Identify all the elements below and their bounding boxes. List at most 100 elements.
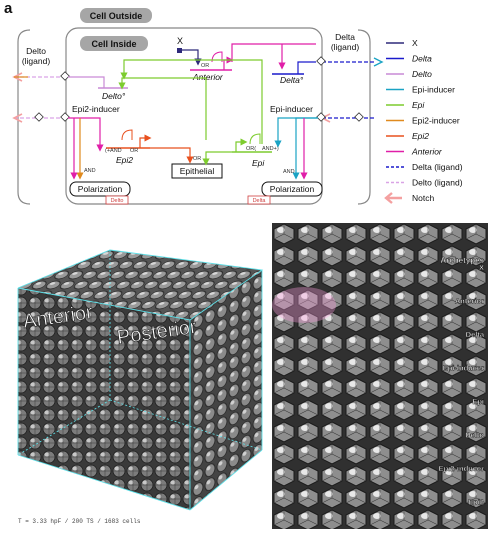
epithelial-label: Epithelial bbox=[180, 166, 215, 176]
legend-item: Delto bbox=[386, 69, 432, 79]
legend-item: Delta bbox=[386, 54, 432, 64]
polarization-left-and: AND bbox=[84, 168, 96, 174]
delto-tag-box bbox=[105, 195, 129, 205]
gene-network-diagram: Cell Outside Cell Inside Delto (ligand) … bbox=[12, 8, 463, 205]
polarization-right-and: AND bbox=[283, 169, 295, 175]
delta-ligand-label-2: (ligand) bbox=[331, 42, 360, 52]
delta-promoter-arrow bbox=[297, 61, 316, 74]
legend-item: Epi bbox=[386, 100, 425, 110]
epi2-label: Epi2 bbox=[116, 155, 133, 165]
x-node bbox=[177, 48, 182, 53]
legend-label: Delto (ligand) bbox=[412, 178, 463, 188]
membrane-receptor-right-top bbox=[316, 56, 326, 66]
archetype-row-label: Delta bbox=[466, 330, 485, 339]
legend: X Delta Delto Epi-inducer Epi Epi2-inducer Epi… bbox=[384, 38, 463, 204]
epi2-inducer-to-epi2-edge bbox=[68, 117, 104, 152]
epi-or-gate: OR( bbox=[246, 146, 256, 152]
x-to-anterior-edge bbox=[182, 49, 202, 66]
legend-label: Epi-inducer bbox=[412, 85, 455, 95]
archetype-row-label: Epi bbox=[472, 397, 484, 406]
anterior-output-edge bbox=[231, 43, 316, 62]
cell-inside-pill bbox=[80, 36, 148, 51]
cube-side-face bbox=[190, 270, 262, 510]
delto-tag-label: Delto bbox=[111, 198, 124, 204]
legend-label: Epi2 bbox=[412, 131, 429, 141]
legend-item: Anterior bbox=[386, 147, 443, 157]
delto-output-edge bbox=[68, 76, 105, 88]
archetype-row-label: Delto bbox=[465, 431, 484, 440]
epi2-and-gate: (+AND bbox=[105, 148, 122, 154]
archetype-row-label: Epi2 bbox=[468, 498, 484, 507]
epi-inducer-to-epi-edge bbox=[274, 117, 318, 148]
panel-label: a bbox=[4, 0, 13, 17]
anterior-promoter-arrow bbox=[223, 56, 234, 70]
right-neighbor-bracket bbox=[357, 29, 371, 205]
epi-self-loop bbox=[249, 133, 261, 145]
legend-item: Delto (ligand) bbox=[386, 178, 463, 188]
archetype-cell-field bbox=[272, 223, 488, 529]
legend-swatch bbox=[384, 192, 402, 204]
legend-label: Delta bbox=[412, 54, 432, 64]
simulation-caption: T = 3.33 hpF / 200 TS / 1683 cells bbox=[18, 518, 141, 525]
embryo-cube-render: Anterior Posterior T = 3.33 hpF / 200 TS… bbox=[17, 249, 264, 525]
archetype-row-label: X bbox=[479, 263, 484, 272]
left-neighbor-bracket bbox=[17, 29, 31, 205]
neighbor-receptor-left bbox=[34, 112, 44, 122]
legend-item: X bbox=[386, 38, 418, 48]
legend-item: Epi2 bbox=[386, 131, 429, 141]
archetype-row-label: Epi2-inducer bbox=[439, 464, 485, 473]
cube-front-face bbox=[18, 288, 190, 510]
membrane-receptor-left-bottom bbox=[60, 112, 70, 122]
cube-top-face bbox=[18, 250, 262, 320]
polarization-left-box bbox=[69, 181, 131, 197]
notch-arrow-left-bottom bbox=[12, 113, 23, 123]
polarization-right-box bbox=[261, 181, 323, 197]
legend-item: Epi-inducer bbox=[386, 85, 455, 95]
delta-gene-label: Delta° bbox=[280, 75, 304, 85]
legend-label: X bbox=[412, 38, 418, 48]
cell-outside-pill bbox=[80, 8, 152, 23]
delto-ligand-label-1: Delto bbox=[26, 46, 46, 56]
anterior-or-gate: OR bbox=[201, 63, 209, 69]
delta-tag-label: Delta bbox=[253, 198, 267, 204]
legend-label: Epi bbox=[412, 100, 425, 110]
epi-and-gate: AND+) bbox=[262, 146, 279, 152]
epi-to-epithelial-edge bbox=[202, 151, 232, 166]
archetype-row-label: Epi-inducer bbox=[443, 364, 484, 373]
legend-label: Delta (ligand) bbox=[412, 162, 463, 172]
anterior-label: Anterior bbox=[192, 72, 224, 82]
epi2-to-epithelial-edge bbox=[150, 147, 194, 164]
legend-label: Epi2-inducer bbox=[412, 116, 460, 126]
legend-item: Delta (ligand) bbox=[386, 162, 463, 172]
polarization-right-label: Polarization bbox=[270, 184, 315, 194]
archetype-row-label: Anterior bbox=[455, 297, 484, 306]
epi-label: Epi bbox=[252, 158, 265, 168]
epi-inducer-to-polarization-edge bbox=[292, 117, 318, 180]
legend-item: Notch bbox=[384, 192, 434, 204]
delto-gene-label: Delto° bbox=[102, 91, 126, 101]
notch-arrow-right-top bbox=[373, 57, 384, 67]
cube-wireframe bbox=[17, 249, 264, 511]
archetypes-header: Archetypes bbox=[440, 256, 484, 265]
epi-feedback-edge bbox=[120, 59, 263, 144]
cell-inside-label: Cell Inside bbox=[91, 39, 136, 49]
epi2-inducer-label: Epi2-inducer bbox=[72, 104, 120, 114]
legend-label: Anterior bbox=[411, 147, 443, 157]
epithelial-or-gate: OR bbox=[193, 156, 201, 162]
epi2-self-loop bbox=[121, 129, 133, 141]
epi2-promoter-arrow bbox=[139, 134, 152, 148]
neighbor-receptor-right bbox=[354, 112, 364, 122]
epi-inducer-label: Epi-inducer bbox=[270, 104, 313, 114]
legend-label: Notch bbox=[412, 193, 434, 203]
membrane-receptor-left-top bbox=[60, 71, 70, 81]
epi-promoter-arrow bbox=[235, 138, 248, 152]
delta-tag-box bbox=[247, 195, 271, 205]
membrane-receptor-right-bottom bbox=[316, 112, 326, 122]
epi2-or-gate: OR bbox=[130, 148, 138, 154]
legend-item: Epi2-inducer bbox=[386, 116, 460, 126]
delta-ligand-label-1: Delta bbox=[335, 32, 355, 42]
epi-to-delto-edge bbox=[118, 77, 207, 140]
cell-outside-label: Cell Outside bbox=[90, 11, 143, 21]
